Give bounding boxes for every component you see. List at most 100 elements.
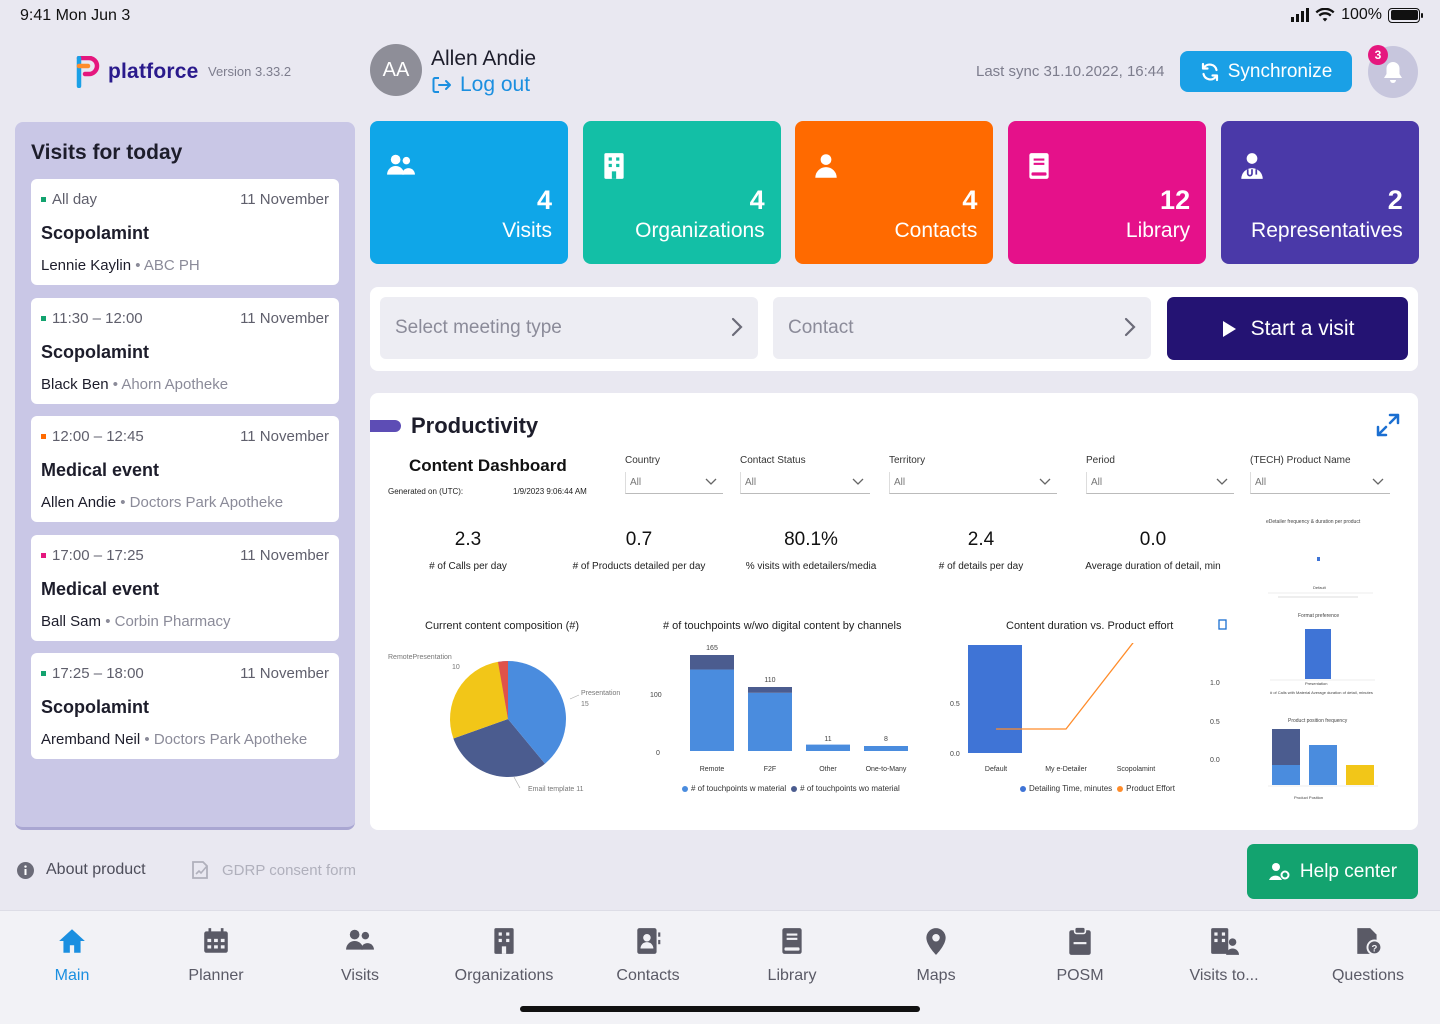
help-center-button[interactable]: Help center xyxy=(1247,844,1418,899)
y-right-tick-label: 1.0 xyxy=(1210,680,1220,687)
tile-library[interactable]: 12 Library xyxy=(1008,121,1207,264)
kpi-value: 2.3 xyxy=(454,529,482,550)
play-icon xyxy=(1222,320,1236,337)
wifi-icon xyxy=(1315,7,1335,21)
visit-place: Ahorn Apotheke xyxy=(121,375,229,393)
visit-time-text: 17:25 – 18:00 xyxy=(52,665,144,682)
pie-label: 10 xyxy=(452,664,460,671)
side-chart-category: Default xyxy=(1313,585,1326,590)
legend-label: Detailing Time, minutes xyxy=(1029,784,1113,793)
legend-label: # of touchpoints wo material xyxy=(800,784,900,793)
avatar[interactable]: AA xyxy=(370,44,422,96)
kpi-card: 0.0 Average duration of detail, min xyxy=(1063,529,1243,572)
kpi-value: 80.1% xyxy=(784,529,838,550)
bar-total-label: 110 xyxy=(764,677,775,684)
meeting-type-select[interactable]: Select meeting type xyxy=(380,297,758,359)
tab-posm[interactable]: POSM xyxy=(1008,925,1152,985)
filter-4: (TECH) Product Name All xyxy=(1250,455,1390,494)
pie-label: 15 xyxy=(581,701,589,708)
pie-slice xyxy=(453,719,545,777)
home-indicator xyxy=(520,1006,920,1012)
bar xyxy=(968,645,1022,753)
bar-total-label: 11 xyxy=(824,736,831,743)
synchronize-button[interactable]: Synchronize xyxy=(1180,51,1352,92)
kpi-card: 0.7 # of Products detailed per day xyxy=(549,529,729,572)
info-icon[interactable] xyxy=(1218,619,1228,631)
gdpr-consent-link[interactable]: GDRP consent form xyxy=(191,861,356,880)
visit-card[interactable]: 12:00 – 12:45 11 November Medical event … xyxy=(31,416,339,522)
tab-planner[interactable]: Planner xyxy=(144,925,288,985)
bar-segment xyxy=(690,669,734,751)
tab-main[interactable]: Main xyxy=(0,925,144,985)
tile-contacts[interactable]: 4 Contacts xyxy=(795,121,994,264)
tile-count: 4 xyxy=(962,185,978,215)
battery-percent: 100% xyxy=(1341,6,1382,23)
visit-setup-bar: Select meeting type Contact Start a visi… xyxy=(370,287,1418,371)
filter-dropdown[interactable]: All xyxy=(1086,472,1234,494)
notification-badge: 3 xyxy=(1368,45,1388,65)
touchpoints-legend: # of touchpoints w material # of touchpo… xyxy=(682,784,900,793)
visits-panel-title: Visits for today xyxy=(31,141,183,164)
expand-icon[interactable] xyxy=(1374,411,1402,439)
tile-organizations[interactable]: 4 Organizations xyxy=(582,121,781,264)
visit-date: 11 November xyxy=(240,428,329,445)
filter-dropdown[interactable]: All xyxy=(889,472,1057,494)
visit-date: 11 November xyxy=(240,191,329,208)
kpi-card: 80.1% % visits with edetailers/media xyxy=(721,529,901,572)
contact-select[interactable]: Contact xyxy=(773,297,1151,359)
user-name: Allen Andie xyxy=(431,47,537,70)
filter-3: Period All xyxy=(1086,455,1234,494)
tab-organizations[interactable]: Organizations xyxy=(432,925,576,985)
y-tick-label: 0.5 xyxy=(950,701,960,708)
visit-time-text: 11:30 – 12:00 xyxy=(52,309,143,327)
tab-visits-to[interactable]: Visits to... xyxy=(1152,925,1296,985)
visit-person: Black Ben xyxy=(41,375,109,393)
tile-label: Organizations xyxy=(635,219,765,242)
contact-card-icon xyxy=(576,925,720,957)
tab-contacts[interactable]: Contacts xyxy=(576,925,720,985)
logout-link[interactable]: Log out xyxy=(432,73,530,97)
visit-place: Doctors Park Apotheke xyxy=(153,731,308,748)
product-position-mini-chart xyxy=(1268,729,1378,787)
start-visit-button[interactable]: Start a visit xyxy=(1167,297,1408,360)
tab-label: POSM xyxy=(1056,967,1104,984)
visit-person: Ball Sam xyxy=(41,612,102,630)
tab-library[interactable]: Library xyxy=(720,925,864,985)
visit-time-text: All day xyxy=(52,191,98,208)
clipboard-icon xyxy=(1008,925,1152,957)
tile-count: 2 xyxy=(1387,185,1403,215)
about-product-link[interactable]: About product xyxy=(17,861,146,879)
filter-dropdown[interactable]: All xyxy=(625,472,723,494)
pie-label: Presentation xyxy=(581,690,620,697)
bar-total-label: 165 xyxy=(706,645,718,652)
visit-card[interactable]: 17:00 – 17:25 11 November Medical event … xyxy=(31,534,339,641)
kpi-label: # of Calls per day xyxy=(429,561,507,572)
legend-swatch xyxy=(791,785,798,792)
format-preference-mini-chart xyxy=(1270,629,1375,681)
svg-text:?: ? xyxy=(1371,944,1377,955)
tab-maps[interactable]: Maps xyxy=(864,925,1008,985)
tile-representatives[interactable]: 2 Representatives xyxy=(1220,121,1419,264)
visit-card[interactable]: All day 11 November Scopolamint Lennie K… xyxy=(31,179,339,285)
user-icon xyxy=(811,151,841,186)
visit-card[interactable]: 11:30 – 12:00 11 November Scopolamint Bl… xyxy=(31,297,339,404)
filter-dropdown[interactable]: All xyxy=(1250,472,1390,494)
users-icon xyxy=(386,151,416,186)
tab-questions[interactable]: ? Questions xyxy=(1296,925,1440,985)
filter-label: Country xyxy=(625,455,661,466)
bar-segment xyxy=(748,692,792,751)
home-icon xyxy=(0,925,144,957)
visit-contact: Lennie Kaylin • ABC PH xyxy=(41,257,200,274)
visit-place: ABC PH xyxy=(143,257,200,274)
visit-date: 11 November xyxy=(240,309,329,327)
filter-dropdown[interactable]: All xyxy=(740,472,870,494)
visit-card[interactable]: 17:25 – 18:00 11 November Scopolamint Ar… xyxy=(31,653,339,759)
visit-time: All day xyxy=(41,191,97,208)
tile-visits[interactable]: 4 Visits xyxy=(370,121,568,264)
chevron-down-icon xyxy=(1039,478,1051,485)
tab-visits[interactable]: Visits xyxy=(288,925,432,985)
pie-leader-line xyxy=(569,694,580,700)
sync-label: Synchronize xyxy=(1227,60,1333,82)
legend-swatch xyxy=(682,785,688,792)
